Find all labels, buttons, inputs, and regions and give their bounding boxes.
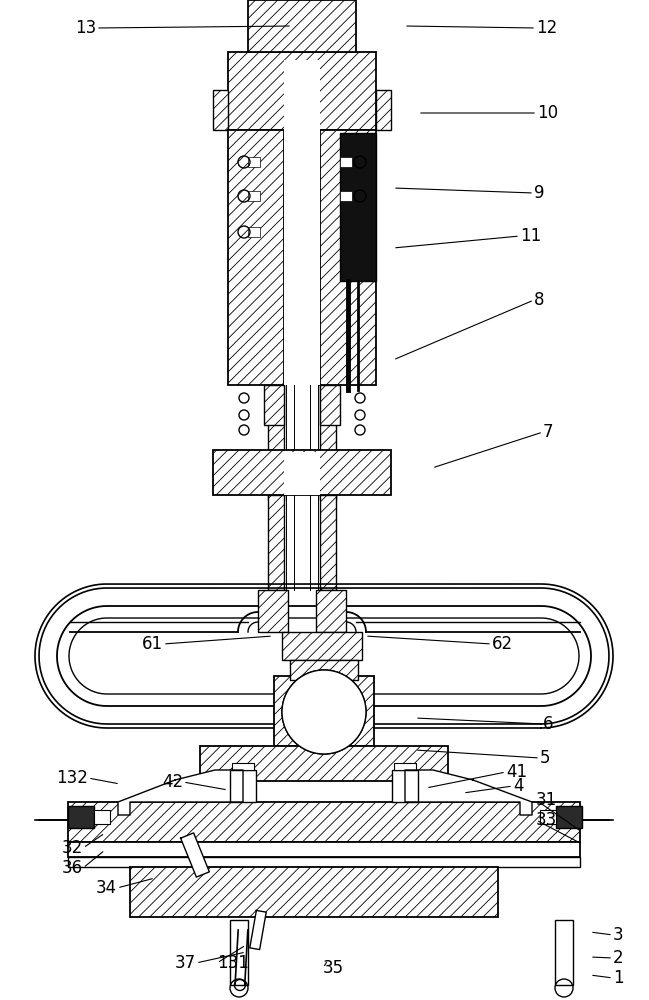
Bar [320, 385, 340, 425]
Bar [392, 770, 418, 802]
Bar [213, 450, 391, 495]
Bar [320, 0, 336, 500]
Text: 8: 8 [534, 291, 545, 309]
Bar [320, 495, 336, 590]
Bar [248, 0, 356, 52]
Text: 62: 62 [492, 635, 513, 653]
Polygon shape [57, 606, 591, 706]
Text: 6: 6 [543, 715, 554, 733]
Bar [284, 130, 320, 385]
Polygon shape [180, 833, 210, 877]
Bar [230, 920, 248, 985]
Bar [213, 90, 228, 130]
Text: 11: 11 [520, 227, 541, 245]
Polygon shape [250, 910, 266, 950]
Bar [94, 810, 110, 824]
Bar [232, 763, 254, 770]
Text: 33: 33 [536, 811, 557, 829]
Bar [258, 590, 288, 632]
Text: 10: 10 [537, 104, 558, 122]
Bar [340, 157, 352, 167]
Bar [264, 385, 284, 425]
Bar [340, 191, 352, 201]
Text: 4: 4 [513, 777, 524, 795]
Bar [130, 867, 498, 917]
Text: 2: 2 [613, 949, 624, 967]
Text: 7: 7 [543, 423, 554, 441]
Bar [394, 763, 416, 770]
Polygon shape [118, 770, 243, 815]
Bar [555, 920, 573, 985]
Bar [274, 676, 374, 746]
Text: 36: 36 [62, 859, 83, 877]
Bar [316, 590, 346, 632]
Circle shape [282, 670, 366, 754]
Text: 132: 132 [56, 769, 88, 787]
Text: 1: 1 [613, 969, 624, 987]
Bar [230, 770, 256, 802]
Bar [268, 495, 284, 590]
Bar [320, 130, 376, 385]
Bar [284, 452, 320, 495]
Bar [248, 227, 260, 237]
Bar [340, 133, 376, 281]
Text: 31: 31 [536, 791, 557, 809]
Text: 34: 34 [96, 879, 117, 897]
Text: 13: 13 [75, 19, 96, 37]
Bar [248, 157, 260, 167]
Text: 32: 32 [62, 839, 83, 857]
Text: 131: 131 [217, 954, 249, 972]
Bar [228, 130, 284, 385]
Text: 41: 41 [506, 763, 527, 781]
Text: 9: 9 [534, 184, 545, 202]
Bar [68, 806, 94, 828]
Text: 5: 5 [540, 749, 550, 767]
Bar [290, 660, 358, 680]
Bar [556, 806, 582, 828]
Bar [68, 802, 580, 842]
Bar [68, 857, 580, 867]
Bar [228, 52, 376, 130]
Text: 12: 12 [536, 19, 557, 37]
Circle shape [282, 670, 366, 754]
Bar [248, 191, 260, 201]
Bar [540, 810, 556, 824]
Text: 3: 3 [613, 926, 624, 944]
Bar [200, 746, 448, 781]
Bar [284, 60, 320, 130]
Text: 37: 37 [175, 954, 196, 972]
Text: 35: 35 [323, 959, 344, 977]
Bar [376, 90, 391, 130]
Bar [282, 632, 362, 660]
Bar [268, 0, 284, 500]
Bar [68, 842, 580, 857]
Text: 42: 42 [162, 773, 183, 791]
Polygon shape [69, 618, 579, 694]
Polygon shape [405, 770, 532, 815]
Text: 61: 61 [142, 635, 163, 653]
